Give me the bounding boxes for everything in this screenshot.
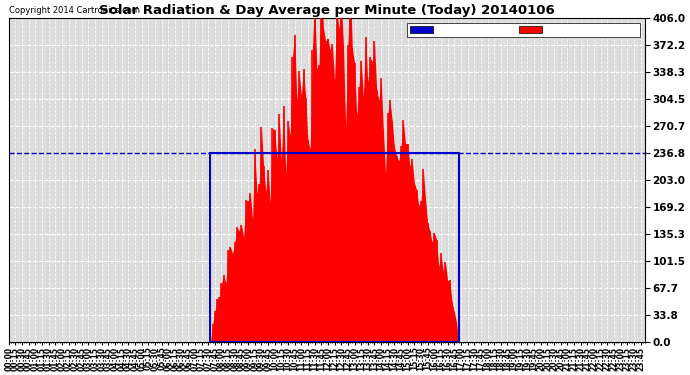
Bar — [210, 153, 459, 342]
Legend: Median (W/m2), Radiation (W/m2): Median (W/m2), Radiation (W/m2) — [407, 23, 640, 37]
Text: Copyright 2014 Cartronics.com: Copyright 2014 Cartronics.com — [9, 6, 139, 15]
Title: Solar Radiation & Day Average per Minute (Today) 20140106: Solar Radiation & Day Average per Minute… — [99, 4, 555, 17]
